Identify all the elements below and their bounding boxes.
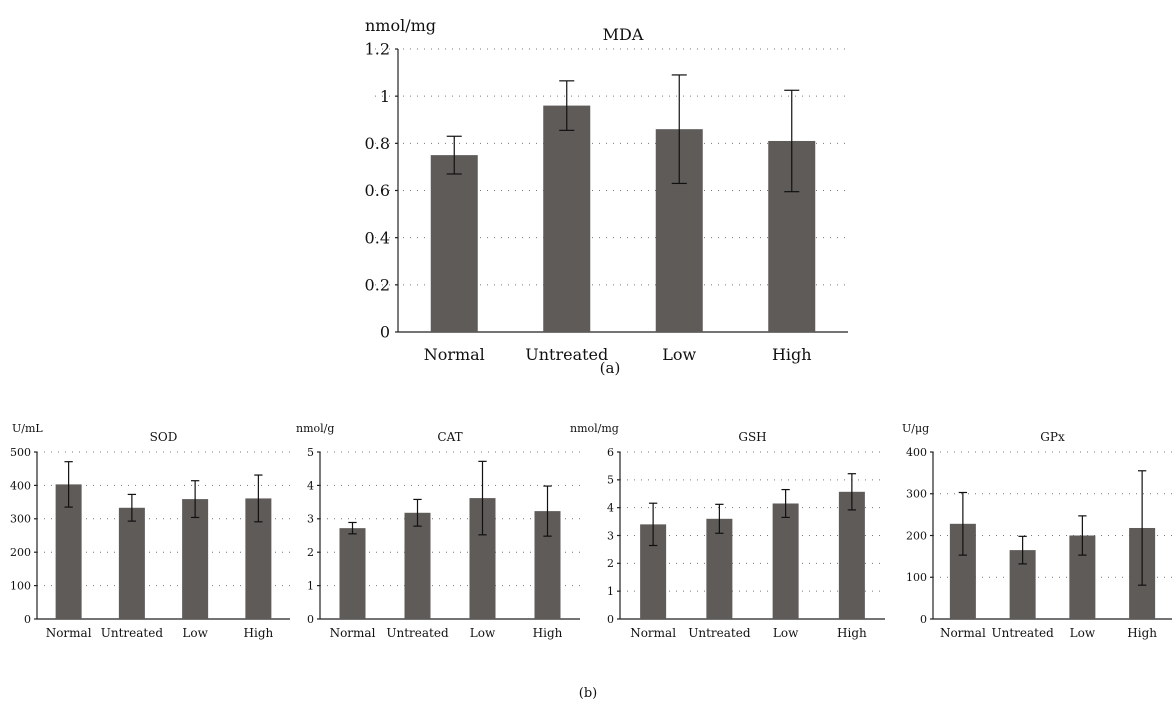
x-tick-label-normal: Normal [330, 626, 376, 640]
y-tick-label-100: 100 [906, 571, 927, 584]
bar-untreated [543, 105, 591, 332]
y-tick-label-0-8: 0.8 [365, 134, 390, 153]
bar-untreated [118, 507, 145, 619]
x-tick-label-normal: Normal [940, 626, 986, 640]
chart-title: CAT [437, 430, 462, 444]
chart-gpx: U/μg GPx 0 100 200 300 400 Normal Untreated Low Hi… [902, 422, 1172, 640]
y-axis-unit-label: nmol/mg [570, 422, 619, 435]
chart-sod: U/mL SOD 0 100 200 300 400 500 Normal Untreated Lo… [10, 422, 290, 640]
x-tick-label-untreated: Untreated [688, 626, 751, 640]
y-tick-label-1: 1 [380, 87, 390, 106]
y-axis-unit-label: nmol/mg [365, 16, 436, 35]
x-tick-label-normal: Normal [424, 345, 485, 364]
y-tick-label-400: 400 [906, 446, 927, 459]
y-tick-label-1: 1 [307, 579, 314, 592]
y-tick-label-5: 5 [307, 446, 314, 459]
x-tick-label-low: Low [773, 626, 799, 640]
panel-label-a: (a) [600, 359, 621, 377]
chart-mda: nmol/mg MDA 0 0.2 0.4 0.6 0.8 1 1.2 Normal Untreat… [365, 16, 848, 364]
y-tick-label-500: 500 [10, 446, 31, 459]
y-tick-label-0: 0 [380, 323, 390, 342]
chart-title: MDA [603, 25, 644, 44]
x-tick-label-normal: Normal [46, 626, 92, 640]
x-tick-label-low: Low [1070, 626, 1096, 640]
y-tick-label-0: 0 [24, 613, 31, 626]
y-tick-label-300: 300 [906, 488, 927, 501]
y-tick-label-4: 4 [607, 502, 614, 515]
y-tick-label-0-2: 0.2 [365, 275, 390, 294]
y-tick-label-6: 6 [607, 446, 614, 459]
x-tick-label-high: High [1127, 626, 1157, 640]
y-tick-label-1: 1 [607, 585, 614, 598]
y-axis-unit-label: U/μg [902, 422, 929, 435]
y-tick-label-400: 400 [10, 479, 31, 492]
y-tick-label-4: 4 [307, 479, 314, 492]
bar-high [838, 491, 865, 619]
x-tick-label-high: High [244, 626, 274, 640]
chart-title: GPx [1040, 430, 1065, 444]
y-tick-label-2: 2 [607, 557, 614, 570]
chart-title: GSH [738, 430, 766, 444]
y-tick-label-1-2: 1.2 [365, 40, 390, 59]
bar-normal [430, 155, 478, 332]
x-tick-label-low: Low [182, 626, 208, 640]
bar-untreated [706, 518, 733, 619]
y-tick-label-100: 100 [10, 579, 31, 592]
x-tick-label-untreated: Untreated [101, 626, 164, 640]
chart-gsh: nmol/mg GSH 0 1 2 3 4 5 6 Normal Untreated Low High [570, 422, 885, 640]
y-tick-label-0: 0 [307, 613, 314, 626]
bar-low [182, 499, 209, 619]
x-tick-label-normal: Normal [630, 626, 676, 640]
y-tick-label-5: 5 [607, 474, 614, 487]
y-tick-label-0: 0 [920, 613, 927, 626]
y-tick-label-0-4: 0.4 [365, 228, 390, 247]
y-tick-label-3: 3 [607, 529, 614, 542]
y-axis-unit-label: nmol/g [296, 422, 334, 435]
y-tick-label-200: 200 [906, 529, 927, 542]
x-tick-label-untreated: Untreated [991, 626, 1054, 640]
y-tick-label-0-6: 0.6 [365, 181, 390, 200]
bar-low [772, 503, 799, 619]
y-tick-label-0: 0 [607, 613, 614, 626]
panel-label-b: (b) [579, 686, 597, 701]
x-tick-label-untreated: Untreated [386, 626, 449, 640]
x-tick-label-low: Low [470, 626, 496, 640]
y-axis-unit-label: U/mL [12, 422, 43, 435]
x-tick-label-high: High [837, 626, 867, 640]
x-tick-label-high: High [772, 345, 812, 364]
y-tick-label-300: 300 [10, 513, 31, 526]
y-tick-label-2: 2 [307, 546, 314, 559]
x-tick-label-untreated: Untreated [525, 345, 608, 364]
bar-untreated [404, 512, 431, 619]
x-tick-label-high: High [533, 626, 563, 640]
chart-cat: nmol/g CAT 0 1 2 3 4 5 Normal Untreated Low High [296, 422, 580, 640]
chart-title: SOD [150, 430, 178, 444]
y-tick-label-200: 200 [10, 546, 31, 559]
x-tick-label-low: Low [662, 345, 696, 364]
bar-normal [339, 528, 366, 619]
y-tick-label-3: 3 [307, 513, 314, 526]
